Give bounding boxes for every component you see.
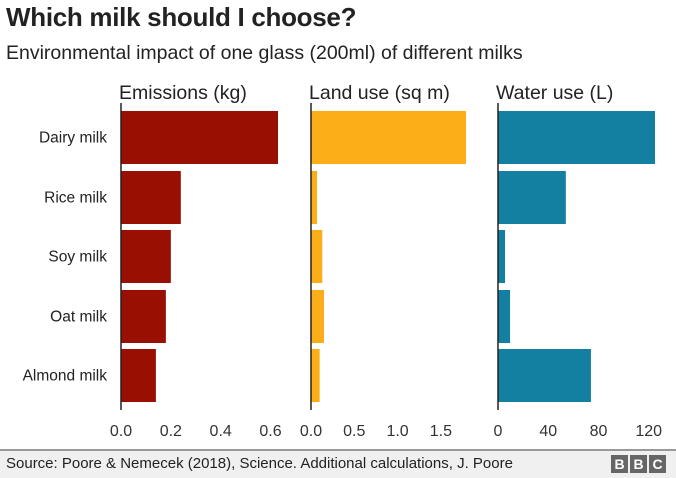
bar (311, 171, 318, 224)
tick-label: 0.4 (210, 423, 232, 440)
tick-label: 1.5 (430, 423, 452, 440)
panel-title: Emissions (kg) (119, 82, 247, 104)
tick-label: 0.5 (343, 423, 365, 440)
tick-label: 0.6 (259, 423, 281, 440)
tick-label: 40 (539, 423, 557, 440)
bar (121, 171, 181, 224)
bar (498, 349, 591, 402)
tick-label: 0 (494, 423, 503, 440)
bar (121, 230, 171, 283)
bar (498, 230, 506, 283)
category-label: Soy milk (48, 249, 107, 266)
bar (498, 111, 655, 164)
panel-title: Water use (L) (496, 82, 613, 104)
tick-label: 80 (590, 423, 608, 440)
bar (311, 349, 320, 402)
tick-label: 0.0 (110, 423, 132, 440)
tick-label: 0.0 (300, 423, 322, 440)
category-label: Rice milk (44, 190, 107, 207)
bar (121, 290, 166, 343)
chart: Dairy milk Rice milk Soy milk Oat milk Almon… (23, 82, 663, 440)
bar (311, 111, 466, 164)
bar (498, 290, 511, 343)
bar (311, 290, 324, 343)
category-label: Dairy milk (39, 130, 107, 147)
footer: Source: Poore & Nemecek (2018), Science.… (0, 449, 676, 478)
bar (121, 349, 156, 402)
chart-title: Which milk should I choose? (6, 2, 357, 32)
bar (498, 171, 566, 224)
chart-subtitle: Environmental impact of one glass (200ml… (6, 42, 523, 64)
panel-title: Land use (sq m) (309, 82, 450, 104)
source-text: Source: Poore & Nemecek (2018), Science.… (6, 455, 513, 472)
tick-label: 1.0 (386, 423, 408, 440)
bar (311, 230, 323, 283)
tick-label: 120 (635, 423, 662, 440)
bar (121, 111, 278, 164)
category-label: Almond milk (23, 368, 108, 385)
category-label: Oat milk (50, 309, 107, 326)
tick-label: 0.2 (160, 423, 182, 440)
